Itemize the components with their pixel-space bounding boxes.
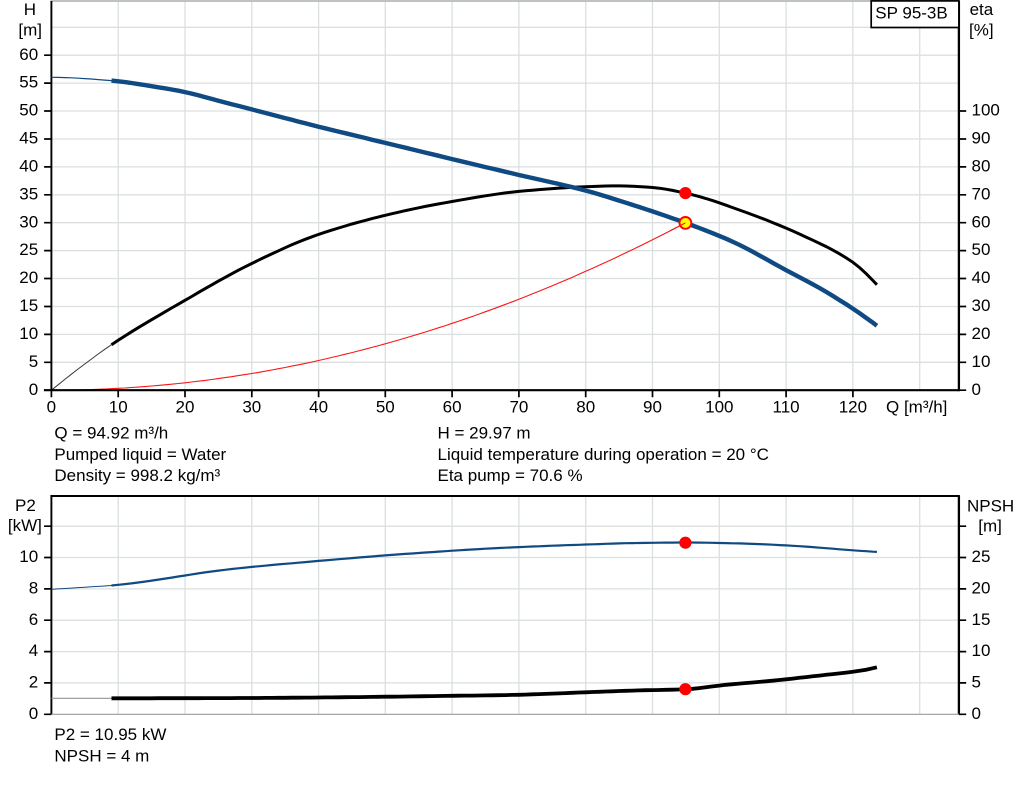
svg-text:15: 15 [972,610,991,629]
svg-text:4: 4 [29,641,38,660]
svg-text:2: 2 [29,673,38,692]
svg-text:60: 60 [19,45,38,64]
svg-text:90: 90 [643,398,662,417]
svg-text:P2: P2 [15,496,36,515]
svg-text:Density = 998.2 kg/m³: Density = 998.2 kg/m³ [54,466,220,485]
svg-text:10: 10 [19,547,38,566]
svg-text:[kW]: [kW] [8,516,42,535]
svg-text:80: 80 [972,157,991,176]
svg-text:6: 6 [29,610,38,629]
svg-text:20: 20 [176,398,195,417]
svg-text:10: 10 [972,352,991,371]
svg-text:30: 30 [972,296,991,315]
svg-text:110: 110 [773,398,800,417]
svg-text:30: 30 [242,398,261,417]
svg-text:25: 25 [972,547,991,566]
svg-text:[m]: [m] [978,516,1002,535]
svg-text:50: 50 [376,398,395,417]
svg-text:0: 0 [47,398,56,417]
svg-text:50: 50 [19,101,38,120]
svg-text:70: 70 [972,184,991,203]
svg-text:100: 100 [972,101,1000,120]
svg-text:40: 40 [972,268,991,287]
svg-text:20: 20 [19,268,38,287]
svg-text:[m]: [m] [18,21,42,40]
svg-text:40: 40 [19,157,38,176]
svg-text:[%]: [%] [969,21,994,40]
svg-text:60: 60 [972,212,991,231]
svg-text:35: 35 [19,184,38,203]
svg-text:60: 60 [443,398,462,417]
svg-text:80: 80 [576,398,595,417]
svg-text:0: 0 [29,704,38,723]
svg-text:8: 8 [29,579,38,598]
svg-text:H = 29.97 m: H = 29.97 m [438,423,531,442]
svg-text:55: 55 [19,73,38,92]
svg-text:0: 0 [972,380,981,399]
svg-text:100: 100 [705,398,733,417]
svg-text:10: 10 [19,324,38,343]
svg-text:20: 20 [972,324,991,343]
svg-text:SP 95-3B: SP 95-3B [875,4,947,23]
svg-text:H: H [24,0,36,19]
svg-text:Pumped liquid = Water: Pumped liquid = Water [54,445,226,464]
svg-text:Q = 94.92 m³/h: Q = 94.92 m³/h [54,423,168,442]
svg-text:Liquid temperature during oper: Liquid temperature during operation = 20… [438,445,769,464]
svg-text:40: 40 [309,398,328,417]
svg-text:0: 0 [972,704,981,723]
svg-text:P2 = 10.95 kW: P2 = 10.95 kW [54,725,166,744]
svg-text:5: 5 [29,352,38,371]
svg-text:15: 15 [19,296,38,315]
svg-text:Eta pump = 70.6 %: Eta pump = 70.6 % [438,466,583,485]
svg-text:120: 120 [839,398,867,417]
svg-text:30: 30 [19,212,38,231]
svg-text:NPSH = 4 m: NPSH = 4 m [54,746,149,765]
svg-text:50: 50 [972,240,991,259]
svg-text:45: 45 [19,129,38,148]
svg-text:10: 10 [972,641,991,660]
svg-text:NPSH: NPSH [967,497,1014,516]
svg-text:5: 5 [972,673,981,692]
svg-text:20: 20 [972,579,991,598]
svg-text:eta: eta [970,0,994,19]
svg-text:Q [m³/h]: Q [m³/h] [886,398,947,417]
svg-text:10: 10 [109,398,128,417]
svg-text:0: 0 [29,380,38,399]
svg-text:70: 70 [509,398,528,417]
svg-text:90: 90 [972,129,991,148]
svg-text:25: 25 [19,240,38,259]
